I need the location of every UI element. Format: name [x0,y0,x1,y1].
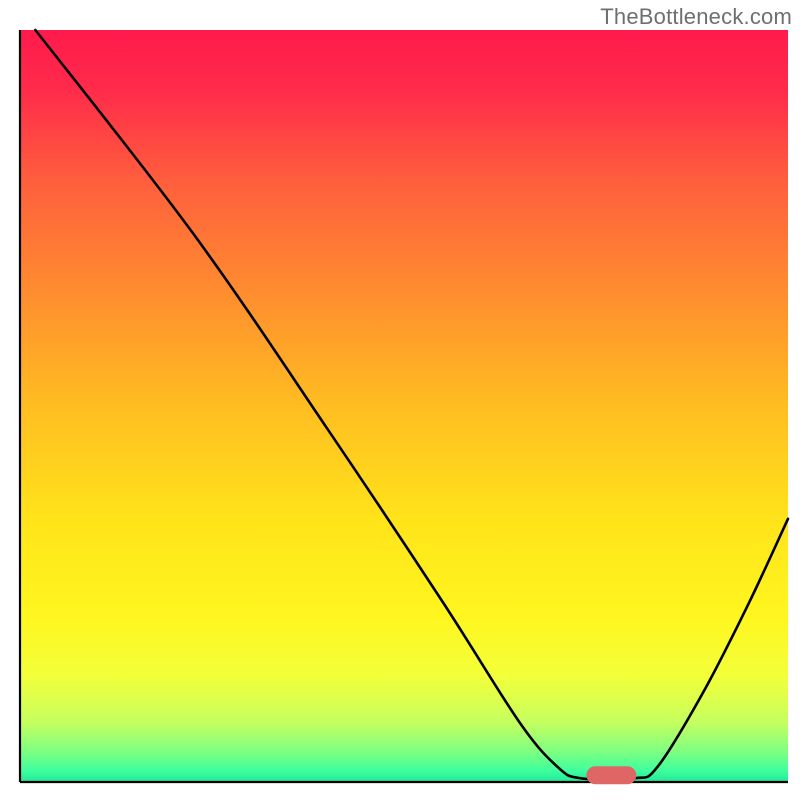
optimal-marker [586,766,636,784]
plot-background [20,30,788,782]
bottleneck-chart-container: TheBottleneck.com [0,0,800,800]
watermark-label: TheBottleneck.com [600,4,792,30]
bottleneck-curve-chart [0,0,800,800]
